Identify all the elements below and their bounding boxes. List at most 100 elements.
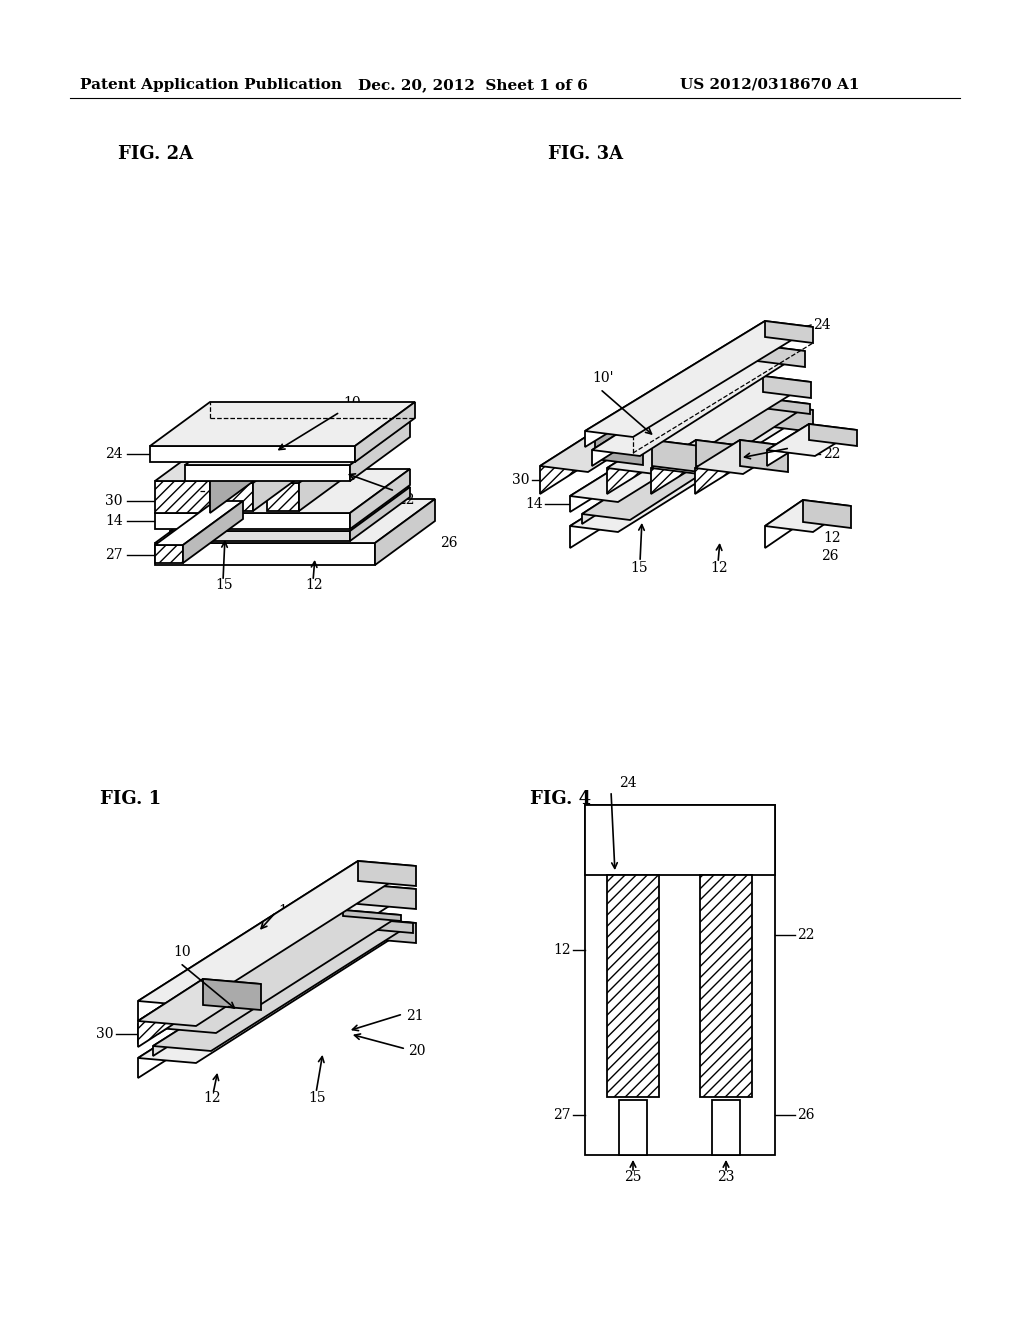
Text: 22: 22 <box>793 444 811 457</box>
Polygon shape <box>651 440 696 494</box>
Polygon shape <box>343 909 401 921</box>
Polygon shape <box>607 440 652 494</box>
Text: 30: 30 <box>96 1027 114 1041</box>
Text: 20: 20 <box>408 1044 426 1059</box>
Polygon shape <box>299 440 359 511</box>
Polygon shape <box>155 543 375 565</box>
Polygon shape <box>185 421 410 465</box>
Polygon shape <box>155 480 210 513</box>
Text: 27: 27 <box>105 548 123 562</box>
Polygon shape <box>765 500 803 548</box>
Polygon shape <box>570 376 811 502</box>
Polygon shape <box>809 424 857 446</box>
Polygon shape <box>607 875 659 1097</box>
Polygon shape <box>592 345 805 455</box>
Text: 24: 24 <box>105 447 123 461</box>
Polygon shape <box>175 440 267 483</box>
Polygon shape <box>358 884 416 909</box>
Text: Patent Application Publication: Patent Application Publication <box>80 78 342 92</box>
Text: 24: 24 <box>620 776 637 789</box>
Polygon shape <box>652 440 700 473</box>
Polygon shape <box>158 909 343 1034</box>
Text: 14: 14 <box>278 904 296 917</box>
Polygon shape <box>765 404 813 432</box>
Polygon shape <box>138 884 416 1030</box>
Text: 26: 26 <box>440 536 458 550</box>
Polygon shape <box>158 909 401 1034</box>
Polygon shape <box>700 875 752 1097</box>
Text: 22: 22 <box>823 447 841 461</box>
Text: Dec. 20, 2012  Sheet 1 of 6: Dec. 20, 2012 Sheet 1 of 6 <box>358 78 588 92</box>
Text: 12: 12 <box>203 1092 220 1105</box>
Polygon shape <box>355 403 415 462</box>
Polygon shape <box>757 345 805 367</box>
Polygon shape <box>585 805 775 875</box>
Polygon shape <box>138 917 358 1078</box>
Polygon shape <box>350 469 410 529</box>
Polygon shape <box>803 500 851 528</box>
Polygon shape <box>618 1100 647 1155</box>
Polygon shape <box>765 321 813 343</box>
Polygon shape <box>762 399 810 414</box>
Text: 15: 15 <box>308 1092 326 1105</box>
Polygon shape <box>150 403 415 446</box>
Text: 15: 15 <box>630 561 647 576</box>
Text: FIG. 1: FIG. 1 <box>100 789 161 808</box>
Text: US 2012/0318670 A1: US 2012/0318670 A1 <box>680 78 859 92</box>
Polygon shape <box>767 424 809 466</box>
Polygon shape <box>582 399 810 520</box>
Polygon shape <box>607 440 700 474</box>
Polygon shape <box>585 321 765 447</box>
Text: 26: 26 <box>797 1107 814 1122</box>
Polygon shape <box>765 500 851 532</box>
Polygon shape <box>358 917 416 942</box>
Polygon shape <box>375 499 435 565</box>
Polygon shape <box>183 502 243 564</box>
Text: 22: 22 <box>397 492 415 507</box>
Text: 10: 10 <box>343 396 360 411</box>
Polygon shape <box>696 440 744 473</box>
Polygon shape <box>740 440 788 473</box>
Polygon shape <box>170 531 350 541</box>
Polygon shape <box>155 545 183 564</box>
Polygon shape <box>267 483 299 511</box>
Polygon shape <box>540 432 643 473</box>
Polygon shape <box>570 376 763 512</box>
Text: 21: 21 <box>406 1008 424 1023</box>
Polygon shape <box>155 502 243 545</box>
Polygon shape <box>138 979 261 1026</box>
Polygon shape <box>210 437 270 513</box>
Polygon shape <box>170 487 410 531</box>
Polygon shape <box>175 483 207 511</box>
Polygon shape <box>155 437 270 480</box>
Polygon shape <box>138 979 203 1047</box>
Polygon shape <box>207 440 267 511</box>
Polygon shape <box>221 483 253 511</box>
Polygon shape <box>138 884 358 1044</box>
Polygon shape <box>767 424 857 455</box>
Text: 23: 23 <box>717 1170 735 1184</box>
Polygon shape <box>203 979 261 1010</box>
Polygon shape <box>253 440 313 511</box>
Polygon shape <box>712 1100 740 1155</box>
Polygon shape <box>350 487 410 541</box>
Polygon shape <box>221 440 313 483</box>
Polygon shape <box>763 376 811 399</box>
Text: 26: 26 <box>821 549 839 564</box>
Text: 10': 10' <box>592 371 613 385</box>
Text: FIG. 2A: FIG. 2A <box>118 145 194 162</box>
Polygon shape <box>585 805 775 1155</box>
Polygon shape <box>570 404 813 532</box>
Polygon shape <box>540 432 595 494</box>
Text: 30: 30 <box>105 494 123 508</box>
Polygon shape <box>267 440 359 483</box>
Polygon shape <box>155 499 435 543</box>
Polygon shape <box>138 861 358 1020</box>
Polygon shape <box>185 465 350 480</box>
Polygon shape <box>695 440 788 474</box>
Polygon shape <box>358 861 416 886</box>
Polygon shape <box>150 446 355 462</box>
Text: 12: 12 <box>823 531 841 545</box>
Polygon shape <box>595 432 643 465</box>
Polygon shape <box>153 917 413 1051</box>
